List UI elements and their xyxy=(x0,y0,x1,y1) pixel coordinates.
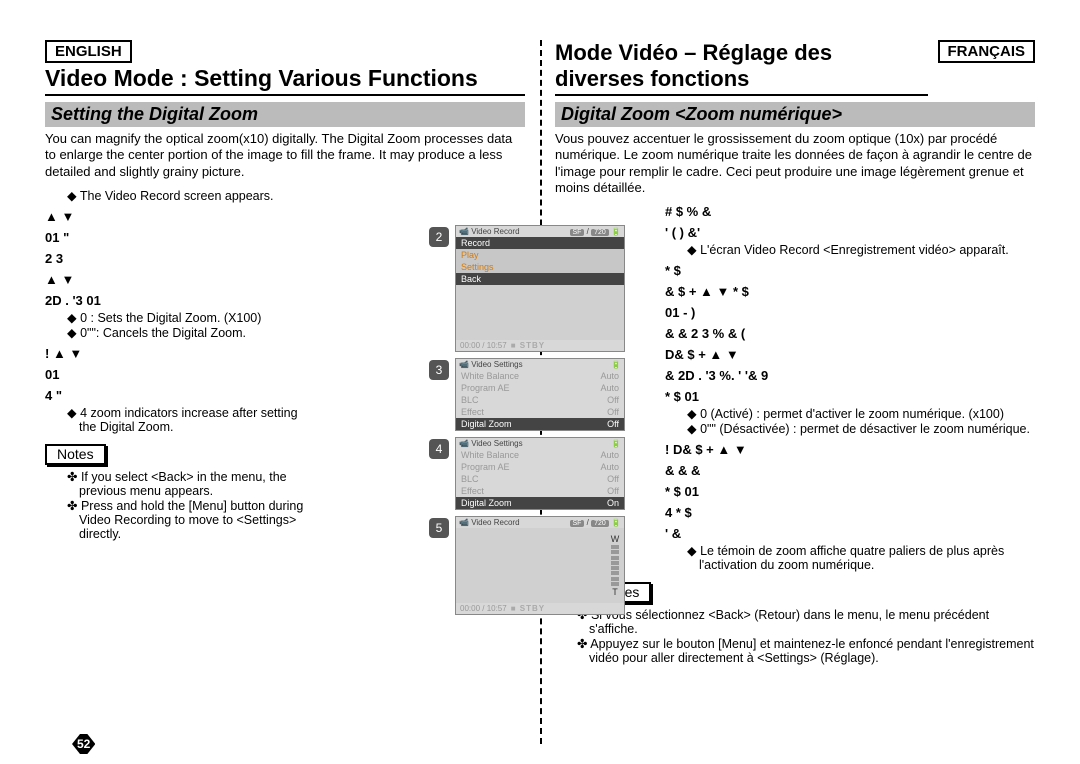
en-step3a: ▲ ▼ xyxy=(45,272,315,287)
fr-step1a: # $ % & xyxy=(665,204,1035,219)
settings-row: EffectOff xyxy=(456,485,624,497)
screen4-title: Video Settings xyxy=(471,439,522,448)
screen5-title: Video Record xyxy=(471,518,519,527)
screen-4: 4 📹 Video Settings🔋 White BalanceAutoPro… xyxy=(455,437,625,510)
step-badge-4: 4 xyxy=(429,439,449,459)
fr-step4d: 4 * $ xyxy=(665,505,1035,520)
step-badge-5: 5 xyxy=(429,518,449,538)
french-intro: Vous pouvez accentuer le grossissement d… xyxy=(555,131,1035,196)
fr-step4c: * $ 01 xyxy=(665,484,1035,499)
settings-row: White BalanceAuto xyxy=(456,449,624,461)
screen2-stby: ■ STBY xyxy=(511,341,545,350)
step-badge-2: 2 xyxy=(429,227,449,247)
fr-step4a: ! D& $ + ▲ ▼ xyxy=(665,442,1035,457)
screen-2: 2 📹 Video Record SF / 720 🔋 RecordPlaySe… xyxy=(455,225,625,352)
screen-3: 3 📹 Video Settings🔋 White BalanceAutoPro… xyxy=(455,358,625,431)
screen5-time: 00:00 / 10:57 xyxy=(460,604,507,613)
english-title: Video Mode : Setting Various Functions xyxy=(45,65,525,96)
en-note-1: If you select <Back> in the menu, the pr… xyxy=(67,469,315,498)
fr-step2b: & $ + ▲ ▼ * $ xyxy=(665,284,1035,299)
screen5-stby: ■ STBY xyxy=(511,604,545,613)
lang-english: ENGLISH xyxy=(45,40,132,63)
badge-sf-5: SF xyxy=(570,520,585,527)
settings-row: Program AEAuto xyxy=(456,461,624,473)
en-step4c: 4 " xyxy=(45,388,315,403)
en-step4b: 01 xyxy=(45,367,315,382)
settings-row: White BalanceAuto xyxy=(456,370,624,382)
fr-step1b: ' ( ) &' xyxy=(665,225,1035,240)
english-subheader: Setting the Digital Zoom xyxy=(45,102,525,127)
notes-label-en: Notes xyxy=(45,444,106,465)
zoom-t: T xyxy=(612,587,618,597)
menu-row: Play xyxy=(456,249,624,261)
en-step2c: 2 3 xyxy=(45,251,315,266)
settings-row: Program AEAuto xyxy=(456,382,624,394)
screenshots-column: 2 📹 Video Record SF / 720 🔋 RecordPlaySe… xyxy=(455,225,625,621)
step-badge-3: 3 xyxy=(429,360,449,380)
screen3-title: Video Settings xyxy=(471,360,522,369)
menu-row: Record xyxy=(456,237,624,249)
fr-step2d: & & 2 3 % & ( xyxy=(665,326,1035,341)
fr-step3a: D& $ + ▲ ▼ xyxy=(665,347,1035,362)
fr-note-1: Si vous sélectionnez <Back> (Retour) dan… xyxy=(577,607,1035,636)
screen2-title: Video Record xyxy=(471,227,519,236)
en-note-2: Press and hold the [Menu] button during … xyxy=(67,498,315,541)
fr-bullet-4: Le témoin de zoom affiche quatre paliers… xyxy=(687,543,1035,572)
french-subheader: Digital Zoom <Zoom numérique> xyxy=(555,102,1035,127)
en-bullet-3a: 0 : Sets the Digital Zoom. (X100) xyxy=(67,310,315,325)
menu-row: Back xyxy=(456,273,624,285)
zoom-w: W xyxy=(611,534,620,544)
settings-row: BLCOff xyxy=(456,394,624,406)
en-step2a: ▲ ▼ xyxy=(45,209,315,224)
en-bullet-1: The Video Record screen appears. xyxy=(67,188,315,203)
badge-sf: SF xyxy=(570,229,585,236)
badge-720-5: 720 xyxy=(591,520,609,527)
french-title: Mode Vidéo – Réglage des diverses foncti… xyxy=(555,40,928,96)
en-bullet-4: 4 zoom indicators increase after setting… xyxy=(67,405,315,434)
lang-french: FRANÇAIS xyxy=(938,40,1036,63)
en-step4a: ! ▲ ▼ xyxy=(45,346,315,361)
badge-720: 720 xyxy=(591,229,609,236)
fr-step3c: * $ 01 xyxy=(665,389,1035,404)
fr-note-2: Appuyez sur le bouton [Menu] et maintene… xyxy=(577,636,1035,665)
fr-bullet-1: L'écran Video Record <Enregistrement vid… xyxy=(687,242,1035,257)
screen-5: 5 📹 Video Record SF / 720 🔋 W T 00:00 / … xyxy=(455,516,625,615)
settings-row: BLCOff xyxy=(456,473,624,485)
fr-step2c: 01 - ) xyxy=(665,305,1035,320)
screen2-time: 00:00 / 10:57 xyxy=(460,341,507,350)
fr-step4b: & & & xyxy=(665,463,1035,478)
fr-step4e: ' & xyxy=(665,526,1035,541)
fr-bullet-3b: 0"" (Désactivée) : permet de désactiver … xyxy=(687,421,1035,436)
fr-step3b: & 2D . '3 %. ' '& 9 xyxy=(665,368,1035,383)
en-bullet-3b: 0"": Cancels the Digital Zoom. xyxy=(67,325,315,340)
fr-step2a: * $ xyxy=(665,263,1035,278)
en-step2b: 01 " xyxy=(45,230,315,245)
menu-row: Settings xyxy=(456,261,624,273)
en-step3b: 2D . '3 01 xyxy=(45,293,315,308)
zoom-indicator: W T xyxy=(610,534,620,597)
settings-row: EffectOff xyxy=(456,406,624,418)
fr-bullet-3a: 0 (Activé) : permet d'activer le zoom nu… xyxy=(687,406,1035,421)
settings-row: Digital ZoomOn xyxy=(456,497,624,509)
settings-row: Digital ZoomOff xyxy=(456,418,624,430)
english-intro: You can magnify the optical zoom(x10) di… xyxy=(45,131,525,180)
